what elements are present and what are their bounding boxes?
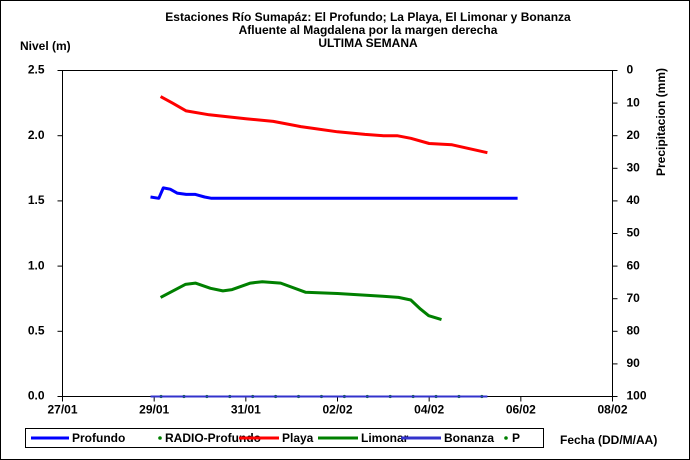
y-tick-label: 1.5 <box>28 193 45 207</box>
y2-axis-label: Precipitacion (mm) <box>654 68 668 176</box>
y2-tick-label: 50 <box>627 226 641 240</box>
chart-subtitle: ULTIMA SEMANA <box>318 36 418 50</box>
y-tick-label: 2.0 <box>28 128 45 142</box>
y2-tick-label: 70 <box>627 291 641 305</box>
y2-tick-label: 20 <box>627 128 641 142</box>
series-line <box>159 95 488 155</box>
legend-label: Bonanza <box>444 431 494 445</box>
legend-marker <box>504 436 508 440</box>
legend-label: Limonar <box>361 431 409 445</box>
series-line <box>159 280 442 322</box>
x-tick-label: 27/01 <box>47 403 77 417</box>
legend-marker <box>158 436 162 440</box>
y2-tick-label: 60 <box>627 258 641 272</box>
legend-label: RADIO-Profundo <box>165 431 261 445</box>
legend-label: Profundo <box>72 431 125 445</box>
y2-tick-label: 10 <box>627 95 641 109</box>
x-tick-label: 31/01 <box>231 403 261 417</box>
legend-label: P <box>512 431 520 445</box>
y-tick-label: 2.5 <box>28 63 45 77</box>
y2-tick-label: 0 <box>627 63 634 77</box>
x-tick-label: 08/02 <box>597 403 627 417</box>
x-tick-label: 04/02 <box>414 403 444 417</box>
chart-title: Estaciones Río Sumapáz: El Profundo; La … <box>165 10 571 24</box>
legend-box <box>25 428 544 448</box>
x-axis-label: Fecha (DD/M/AA) <box>560 433 657 447</box>
y2-tick-label: 40 <box>627 193 641 207</box>
x-tick-label: 02/02 <box>322 403 352 417</box>
legend-label: Playa <box>282 431 314 445</box>
y2-tick-label: 80 <box>627 323 641 337</box>
y2-tick-label: 30 <box>627 160 641 174</box>
chart-subtitle: Afluente al Magdalena por la margen dere… <box>239 23 498 37</box>
y-tick-label: 0.0 <box>28 389 45 403</box>
series-line <box>150 186 518 200</box>
x-tick-label: 06/02 <box>506 403 536 417</box>
y-tick-label: 0.5 <box>28 323 45 337</box>
y-axis-label: Nivel (m) <box>20 39 71 53</box>
y2-tick-label: 90 <box>627 356 641 370</box>
y-tick-label: 1.0 <box>28 258 45 272</box>
y2-tick-label: 100 <box>627 389 647 403</box>
x-tick-label: 29/01 <box>139 403 169 417</box>
